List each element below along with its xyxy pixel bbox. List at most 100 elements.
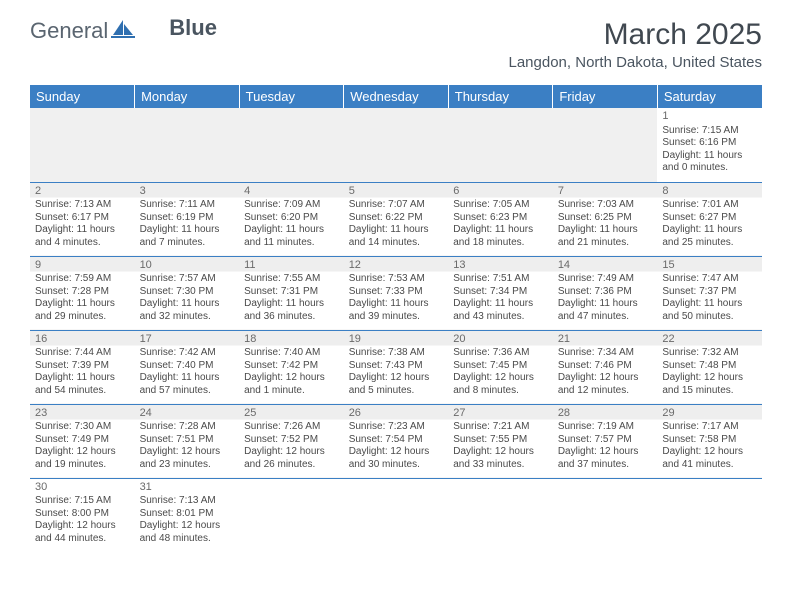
calendar-week-row: 30Sunrise: 7:15 AMSunset: 8:00 PMDayligh… xyxy=(30,478,762,552)
calendar-cell: 14Sunrise: 7:49 AMSunset: 7:36 PMDayligh… xyxy=(553,256,658,330)
cell-text: Sunrise: 7:51 AM xyxy=(453,273,548,286)
cell-text: Sunrise: 7:23 AM xyxy=(349,421,444,434)
cell-text: Daylight: 12 hours xyxy=(140,520,235,533)
calendar-week-row: 2Sunrise: 7:13 AMSunset: 6:17 PMDaylight… xyxy=(30,182,762,256)
cell-text: Sunset: 7:42 PM xyxy=(244,360,339,373)
calendar-cell xyxy=(553,478,658,552)
calendar-cell: 20Sunrise: 7:36 AMSunset: 7:45 PMDayligh… xyxy=(448,330,553,404)
calendar-cell: 9Sunrise: 7:59 AMSunset: 7:28 PMDaylight… xyxy=(30,256,135,330)
cell-text: and 19 minutes. xyxy=(35,459,130,472)
cell-text: Sunrise: 7:32 AM xyxy=(662,347,757,360)
cell-text: and 4 minutes. xyxy=(35,237,130,250)
cell-text: and 7 minutes. xyxy=(140,237,235,250)
cell-text: Sunrise: 7:13 AM xyxy=(140,495,235,508)
cell-text: and 41 minutes. xyxy=(662,459,757,472)
cell-text: Sunrise: 7:15 AM xyxy=(35,495,130,508)
cell-text: Sunrise: 7:34 AM xyxy=(558,347,653,360)
calendar-cell: 15Sunrise: 7:47 AMSunset: 7:37 PMDayligh… xyxy=(657,256,762,330)
cell-text: Sunrise: 7:09 AM xyxy=(244,199,339,212)
calendar-cell xyxy=(344,478,449,552)
cell-text: Sunrise: 7:26 AM xyxy=(244,421,339,434)
day-number: 21 xyxy=(558,333,653,347)
cell-text: Sunrise: 7:28 AM xyxy=(140,421,235,434)
cell-text: Sunset: 7:57 PM xyxy=(558,434,653,447)
cell-text: Daylight: 12 hours xyxy=(662,372,757,385)
calendar-cell: 10Sunrise: 7:57 AMSunset: 7:30 PMDayligh… xyxy=(135,256,240,330)
cell-text: Daylight: 11 hours xyxy=(453,224,548,237)
cell-text: Sunrise: 7:13 AM xyxy=(35,199,130,212)
cell-text: Sunrise: 7:55 AM xyxy=(244,273,339,286)
cell-text: and 48 minutes. xyxy=(140,533,235,546)
cell-text: and 47 minutes. xyxy=(558,311,653,324)
cell-text: and 15 minutes. xyxy=(662,385,757,398)
calendar-cell: 17Sunrise: 7:42 AMSunset: 7:40 PMDayligh… xyxy=(135,330,240,404)
cell-text: Sunset: 7:58 PM xyxy=(662,434,757,447)
calendar-cell: 1Sunrise: 7:15 AMSunset: 6:16 PMDaylight… xyxy=(657,108,762,182)
cell-text: Sunset: 8:00 PM xyxy=(35,508,130,521)
calendar-week-row: 1Sunrise: 7:15 AMSunset: 6:16 PMDaylight… xyxy=(30,108,762,182)
cell-text: Sunrise: 7:49 AM xyxy=(558,273,653,286)
calendar-cell xyxy=(239,108,344,182)
month-title: March 2025 xyxy=(509,18,763,52)
cell-text: Sunset: 7:40 PM xyxy=(140,360,235,373)
cell-text: and 14 minutes. xyxy=(349,237,444,250)
cell-text: Sunset: 7:34 PM xyxy=(453,286,548,299)
cell-text: Sunrise: 7:03 AM xyxy=(558,199,653,212)
day-number: 15 xyxy=(662,259,757,273)
cell-text: Daylight: 12 hours xyxy=(35,446,130,459)
cell-text: and 5 minutes. xyxy=(349,385,444,398)
cell-text: Daylight: 12 hours xyxy=(349,446,444,459)
day-number: 11 xyxy=(244,259,339,273)
cell-text: Sunrise: 7:47 AM xyxy=(662,273,757,286)
sail-icon xyxy=(111,18,135,44)
cell-text: Sunset: 6:20 PM xyxy=(244,212,339,225)
cell-text: Sunset: 7:55 PM xyxy=(453,434,548,447)
day-number: 12 xyxy=(349,259,444,273)
cell-text: Daylight: 11 hours xyxy=(662,224,757,237)
cell-text: Sunrise: 7:36 AM xyxy=(453,347,548,360)
cell-text: and 0 minutes. xyxy=(662,162,757,175)
calendar-cell: 6Sunrise: 7:05 AMSunset: 6:23 PMDaylight… xyxy=(448,182,553,256)
cell-text: Daylight: 11 hours xyxy=(140,298,235,311)
calendar-cell: 26Sunrise: 7:23 AMSunset: 7:54 PMDayligh… xyxy=(344,404,449,478)
cell-text: and 25 minutes. xyxy=(662,237,757,250)
calendar-week-row: 16Sunrise: 7:44 AMSunset: 7:39 PMDayligh… xyxy=(30,330,762,404)
calendar-cell: 4Sunrise: 7:09 AMSunset: 6:20 PMDaylight… xyxy=(239,182,344,256)
cell-text: and 39 minutes. xyxy=(349,311,444,324)
logo: General Blue xyxy=(30,18,217,44)
cell-text: Sunrise: 7:42 AM xyxy=(140,347,235,360)
cell-text: and 21 minutes. xyxy=(558,237,653,250)
cell-text: Sunset: 6:17 PM xyxy=(35,212,130,225)
cell-text: Daylight: 11 hours xyxy=(244,298,339,311)
cell-text: Daylight: 11 hours xyxy=(140,372,235,385)
cell-text: Sunrise: 7:38 AM xyxy=(349,347,444,360)
cell-text: Sunset: 7:36 PM xyxy=(558,286,653,299)
day-number: 26 xyxy=(349,407,444,421)
cell-text: Sunrise: 7:57 AM xyxy=(140,273,235,286)
day-number: 31 xyxy=(140,481,235,495)
cell-text: Daylight: 12 hours xyxy=(140,446,235,459)
cell-text: Sunset: 8:01 PM xyxy=(140,508,235,521)
day-number: 4 xyxy=(244,185,339,199)
calendar-cell xyxy=(448,108,553,182)
cell-text: Sunset: 7:43 PM xyxy=(349,360,444,373)
cell-text: and 30 minutes. xyxy=(349,459,444,472)
day-number: 14 xyxy=(558,259,653,273)
cell-text: Sunset: 7:33 PM xyxy=(349,286,444,299)
cell-text: Sunset: 6:16 PM xyxy=(662,137,757,150)
cell-text: Sunrise: 7:11 AM xyxy=(140,199,235,212)
cell-text: Daylight: 11 hours xyxy=(140,224,235,237)
calendar-cell: 31Sunrise: 7:13 AMSunset: 8:01 PMDayligh… xyxy=(135,478,240,552)
day-number: 5 xyxy=(349,185,444,199)
day-number: 29 xyxy=(662,407,757,421)
cell-text: Daylight: 11 hours xyxy=(558,224,653,237)
cell-text: Daylight: 11 hours xyxy=(349,298,444,311)
title-block: March 2025 Langdon, North Dakota, United… xyxy=(509,18,763,71)
cell-text: Sunrise: 7:21 AM xyxy=(453,421,548,434)
cell-text: and 8 minutes. xyxy=(453,385,548,398)
calendar-cell: 30Sunrise: 7:15 AMSunset: 8:00 PMDayligh… xyxy=(30,478,135,552)
cell-text: and 23 minutes. xyxy=(140,459,235,472)
cell-text: Sunset: 7:28 PM xyxy=(35,286,130,299)
cell-text: Daylight: 11 hours xyxy=(35,298,130,311)
calendar-cell: 7Sunrise: 7:03 AMSunset: 6:25 PMDaylight… xyxy=(553,182,658,256)
